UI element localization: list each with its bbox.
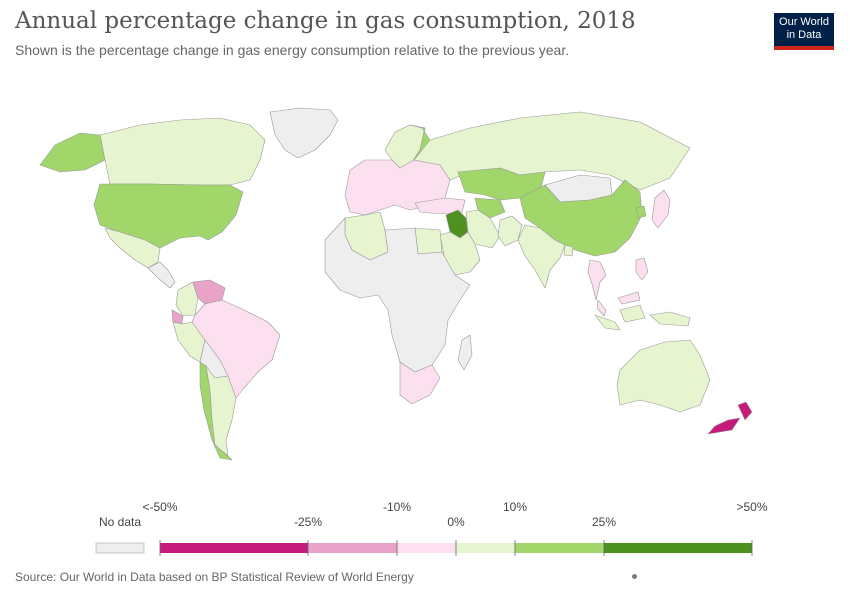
- legend-tick-label: 0%: [447, 515, 465, 529]
- legend-bin-25-50[interactable]: [604, 543, 752, 553]
- region-new-zealand[interactable]: [707, 401, 753, 435]
- region-malaysia[interactable]: [596, 291, 641, 317]
- region-south-korea[interactable]: [635, 205, 647, 219]
- legend-tick-label: 10%: [503, 500, 527, 514]
- legend-no-data-swatch[interactable]: [95, 542, 145, 554]
- region-turkey[interactable]: [414, 197, 466, 215]
- region-africa[interactable]: [324, 217, 471, 373]
- region-greenland[interactable]: [269, 107, 339, 159]
- map-legend: No data <-50% -25% -10% 0% 10% 25% >50%: [95, 500, 768, 556]
- legend-bin-0-10[interactable]: [456, 543, 515, 553]
- region-australia[interactable]: [616, 339, 711, 413]
- region-canada[interactable]: [99, 117, 266, 186]
- chart-subtitle: Shown is the percentage change in gas en…: [15, 42, 570, 58]
- region-egypt[interactable]: [414, 227, 443, 255]
- region-argentina[interactable]: [205, 365, 237, 457]
- legend-tick-label: -10%: [383, 500, 411, 514]
- legend-no-data-label: No data: [99, 515, 141, 529]
- region-bangladesh[interactable]: [563, 244, 574, 257]
- region-mexico[interactable]: [104, 227, 161, 269]
- legend-bin-neg25-neg10[interactable]: [308, 543, 397, 553]
- legend-bin-10-25[interactable]: [515, 543, 604, 553]
- logo-line-2: in Data: [786, 29, 822, 41]
- footer-dot-icon: [632, 574, 637, 579]
- region-india[interactable]: [517, 224, 566, 289]
- region-alaska[interactable]: [39, 132, 106, 173]
- legend-tick-label: >50%: [736, 500, 767, 514]
- legend-tick-label: -25%: [294, 515, 322, 529]
- region-russia[interactable]: [413, 111, 691, 191]
- region-philippines[interactable]: [635, 257, 649, 281]
- region-japan[interactable]: [651, 189, 671, 229]
- region-south-africa[interactable]: [399, 361, 441, 405]
- logo-line-1: Our World: [779, 16, 829, 28]
- region-united-states[interactable]: [93, 183, 244, 249]
- world-map: [39, 107, 753, 461]
- region-central-america[interactable]: [147, 261, 176, 289]
- legend-bin-neg50-neg25[interactable]: [160, 543, 308, 553]
- owid-logo[interactable]: Our World in Data: [774, 13, 834, 50]
- region-madagascar[interactable]: [457, 334, 473, 371]
- chart-title: Annual percentage change in gas consumpt…: [15, 8, 636, 34]
- legend-tick-label: <-50%: [142, 500, 177, 514]
- legend-tick-label: 25%: [592, 515, 616, 529]
- source-note: Source: Our World in Data based on BP St…: [15, 570, 414, 584]
- region-indonesia[interactable]: [594, 304, 691, 331]
- legend-bin-neg10-0[interactable]: [397, 543, 456, 553]
- region-thailand[interactable]: [587, 259, 607, 301]
